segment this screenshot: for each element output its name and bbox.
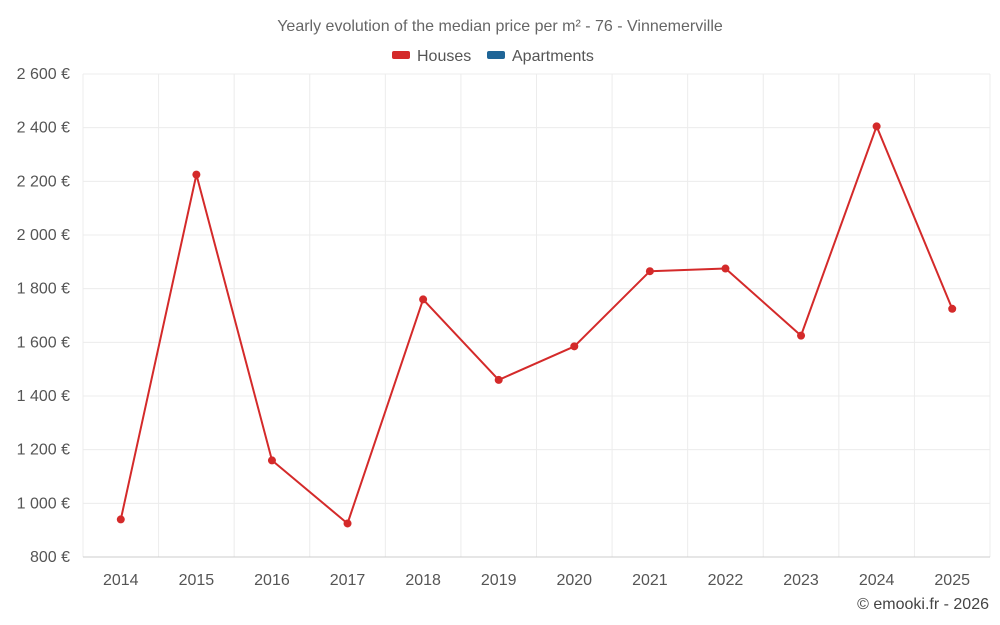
legend-item-apartments[interactable]: Apartments [487,48,594,65]
x-tick-label: 2019 [481,572,517,589]
y-tick-label: 2 600 € [17,66,70,83]
data-point-houses[interactable] [872,122,881,131]
y-tick-label: 800 € [30,549,70,566]
x-tick-label: 2018 [405,572,441,589]
legend: Houses Apartments [392,48,594,65]
x-tick-label: 2021 [632,572,668,589]
y-tick-label: 1 400 € [17,388,70,405]
data-point-houses[interactable] [797,331,806,340]
y-tick-label: 2 000 € [17,227,70,244]
data-point-houses[interactable] [267,456,276,465]
y-tick-label: 2 400 € [17,120,70,137]
grid [82,73,991,557]
legend-swatch-apartments [487,51,505,59]
x-tick-label: 2015 [179,572,215,589]
chart-title: Yearly evolution of the median price per… [277,18,723,35]
data-point-houses[interactable] [645,267,654,276]
legend-label-apartments: Apartments [512,48,594,65]
x-tick-label: 2014 [103,572,139,589]
y-tick-label: 1 200 € [17,442,70,459]
series-line-houses [119,125,954,525]
data-point-houses[interactable] [570,342,579,351]
data-point-houses[interactable] [494,375,503,384]
data-point-houses[interactable] [948,304,957,313]
x-tick-label: 2025 [934,572,970,589]
x-tick-label: 2020 [556,572,592,589]
x-tick-label: 2016 [254,572,290,589]
y-tick-label: 1 600 € [17,334,70,351]
data-point-houses[interactable] [721,264,730,273]
data-point-houses[interactable] [116,515,125,524]
legend-swatch-houses [392,51,410,59]
y-tick-label: 2 200 € [17,173,70,190]
x-tick-label: 2024 [859,572,895,589]
data-point-houses[interactable] [192,170,201,179]
data-point-houses[interactable] [343,519,352,528]
data-point-houses[interactable] [419,295,428,304]
y-tick-label: 1 000 € [17,495,70,512]
axes: 800 € 1 000 € 1 200 € 1 400 € 1 600 € 1 800 €… [17,66,990,589]
plot-area [116,122,957,528]
x-tick-label: 2023 [783,572,819,589]
credit-text: © emooki.fr - 2026 [857,596,989,613]
x-tick-label: 2017 [330,572,366,589]
y-tick-label: 1 800 € [17,281,70,298]
legend-label-houses: Houses [417,48,471,65]
x-tick-label: 2022 [708,572,744,589]
legend-item-houses[interactable]: Houses [392,48,471,65]
